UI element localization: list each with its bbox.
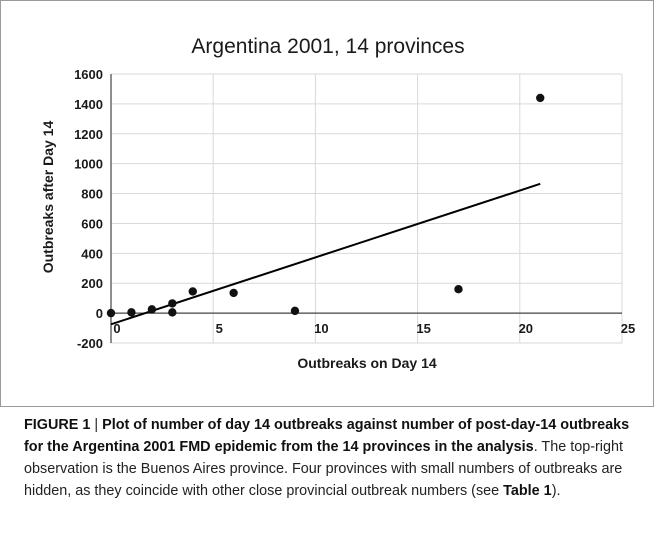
figure-label: FIGURE 1: [24, 417, 91, 433]
y-axis-label: Outbreaks after Day 14: [40, 121, 56, 274]
data-point: [536, 93, 545, 103]
chart-title: Argentina 2001, 14 provinces: [191, 35, 464, 58]
data-point: [188, 287, 197, 296]
data-point: [290, 306, 300, 316]
x-axis-label: Outbreaks on Day 14: [297, 355, 436, 371]
data-point: [454, 285, 463, 294]
x-tick-label: 25: [621, 321, 635, 336]
x-tick-label: 10: [314, 321, 328, 336]
table-reference-link[interactable]: Table 1: [503, 483, 552, 499]
y-tick-label: 0: [96, 306, 103, 321]
y-tick-label: 800: [81, 187, 103, 202]
figure-caption: FIGURE 1 | Plot of number of day 14 outb…: [24, 414, 634, 502]
trendline: [110, 182, 541, 326]
caption-text-part2: ).: [551, 483, 561, 499]
caption-text-part1: . The top-right observation is the Bueno…: [24, 439, 624, 499]
y-tick-label: 600: [81, 216, 103, 231]
gridlines: [110, 73, 623, 344]
x-tick-label: 15: [416, 321, 430, 336]
caption-separator: |: [90, 417, 103, 433]
y-tick-label: 1600: [74, 67, 103, 82]
caption-bold-text: Plot of number of day 14 outbreaks again…: [24, 417, 630, 455]
trendline-group: [110, 182, 541, 326]
data-point: [229, 288, 238, 298]
data-point: [147, 305, 157, 314]
data-point: [168, 308, 177, 317]
y-tick-label: 200: [81, 276, 103, 291]
y-tick-label: 1000: [74, 157, 103, 172]
chart-frame: Argentina 2001, 14 provinces -200 0 200 400…: [0, 0, 654, 407]
y-tick-label: -200: [77, 336, 103, 351]
x-tick-label: 0: [113, 321, 120, 336]
data-point: [168, 299, 177, 308]
data-point: [106, 308, 116, 318]
y-tick-label: 1400: [74, 97, 103, 112]
x-tick-label: 5: [216, 321, 223, 336]
x-tick-label: 20: [519, 321, 533, 336]
x-tick-labels: 0 5 10 15 20 25: [113, 321, 635, 336]
scatter-chart: Argentina 2001, 14 provinces -2000200400…: [40, 35, 635, 371]
data-points: [106, 93, 545, 318]
y-tick-label: 400: [81, 246, 103, 261]
axes: [110, 74, 622, 343]
y-tick-labels: -200 0 200 400 600 800 1000 1200 1400 1600: [74, 67, 103, 351]
y-tick-label: 1200: [74, 127, 103, 142]
data-point: [127, 308, 136, 317]
